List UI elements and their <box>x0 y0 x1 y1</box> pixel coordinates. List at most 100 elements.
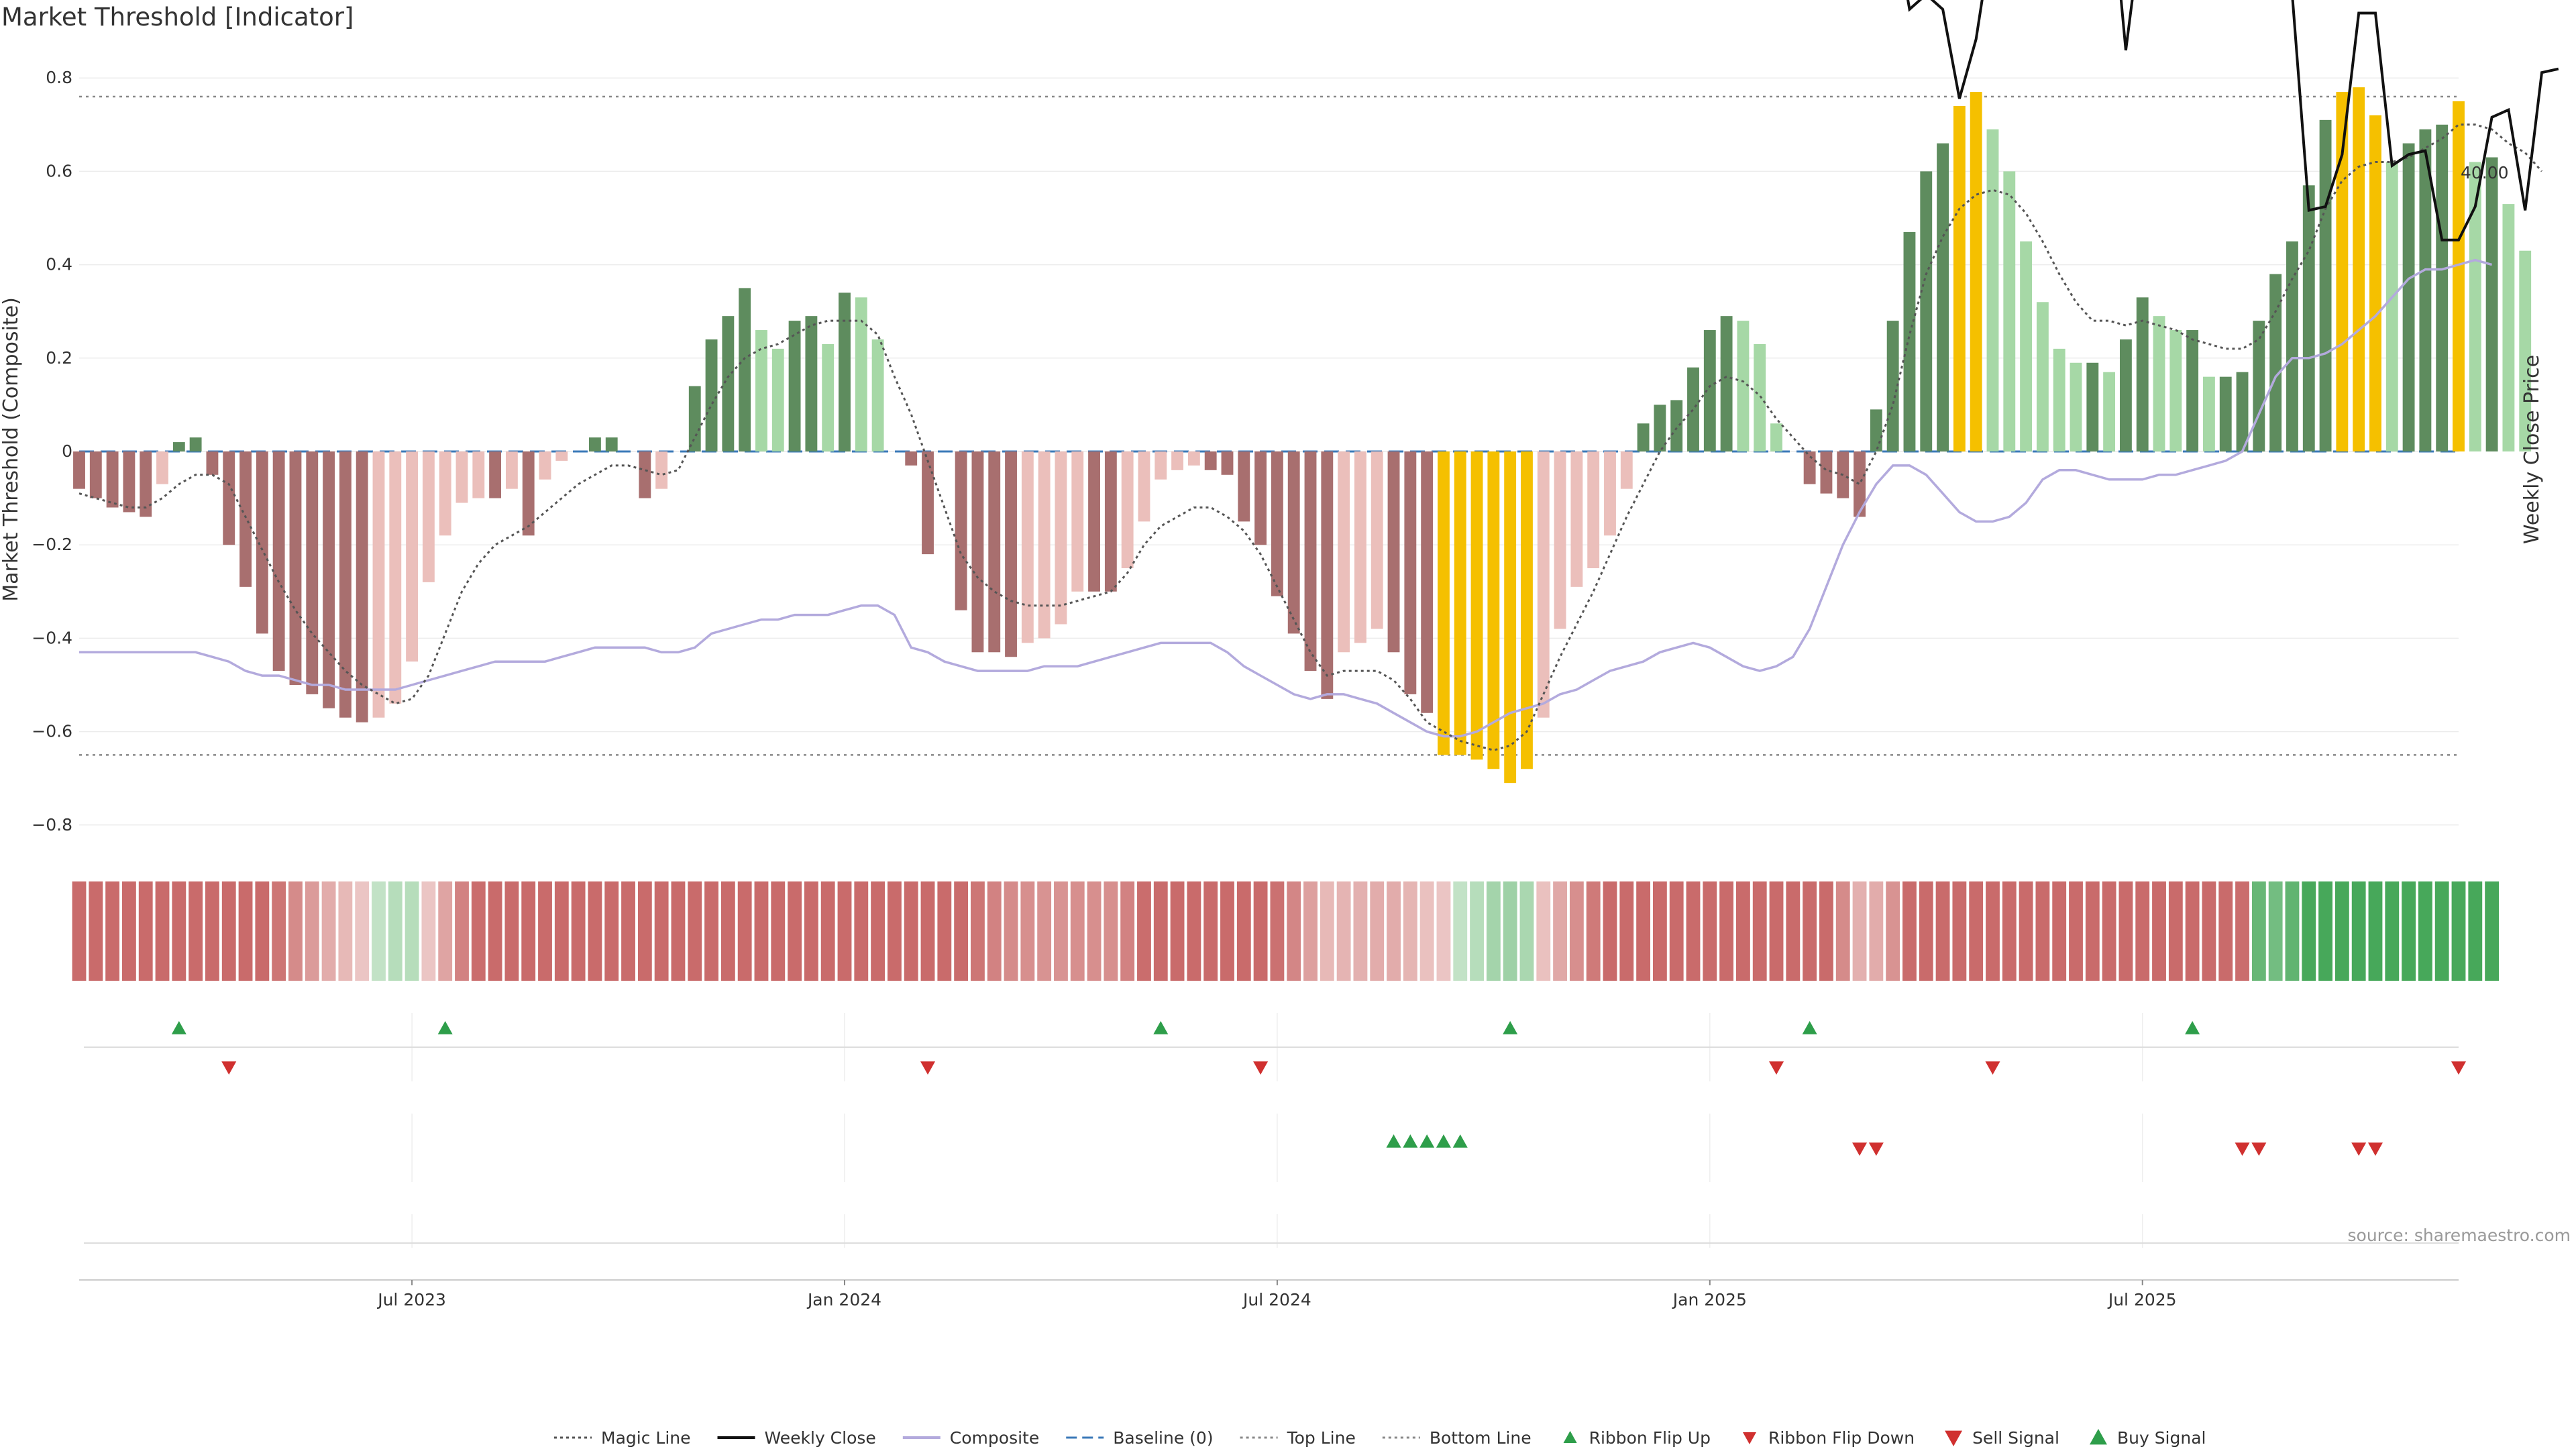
composite-bar <box>1021 451 1034 643</box>
ribbon-cell <box>1986 881 2000 981</box>
sell-signal-marker <box>2251 1142 2267 1156</box>
composite-bar <box>771 348 784 451</box>
sell-signal-marker <box>2367 1142 2383 1156</box>
ribbon-cell <box>455 881 469 981</box>
x-axis: Jul 2023 Jan 2024 Jul 2024 Jan 2025 Jul 2025 <box>79 1279 2459 1309</box>
composite-bar <box>1321 451 1334 699</box>
ribbon-cell <box>89 881 103 981</box>
ribbon-cell <box>1270 881 1285 981</box>
ribbon-cell <box>1619 881 1634 981</box>
composite-bar <box>356 451 368 722</box>
ribbon-cell <box>2385 881 2400 981</box>
ribbon-cell <box>1470 881 1484 981</box>
ribbon-flip-up-marker <box>171 1021 186 1034</box>
composite-bar <box>1287 451 1300 634</box>
composite-bar <box>1537 451 1550 718</box>
ribbon-cell <box>904 881 918 981</box>
ribbon-cell <box>2368 881 2383 981</box>
composite-bar <box>2336 92 2349 451</box>
composite-bar <box>1104 451 1117 592</box>
sell-signal-marker <box>1852 1142 1868 1156</box>
ribbon-cell <box>1054 881 1068 981</box>
ribbon-cell <box>771 881 786 981</box>
ribbon-cell <box>1603 881 1617 981</box>
ribbon-cell <box>2052 881 2067 981</box>
composite-bar <box>1071 451 1084 592</box>
composite-bar <box>439 451 451 536</box>
ribbon-cell <box>1652 881 1667 981</box>
ribbon-cell <box>1803 881 1817 981</box>
ribbon-cell <box>2485 881 2500 981</box>
left-axis-ticks: 0.8 0.6 0.4 0.2 0 −0.2 −0.4 −0.6 −0.8 <box>32 68 72 835</box>
ribbon-flip-up-marker <box>2185 1021 2200 1034</box>
ribbon-cell <box>2035 881 2050 981</box>
composite-bar <box>589 437 601 451</box>
composite-bar <box>123 451 136 513</box>
ribbon-cell <box>737 881 752 981</box>
ribbon-cell <box>1835 881 1850 981</box>
left-tick-label: 0.8 <box>46 68 72 87</box>
ribbon-cell <box>2002 881 2017 981</box>
composite-bar <box>1903 231 1916 451</box>
composite-bar <box>2253 321 2265 451</box>
composite-bar <box>422 451 435 582</box>
ribbon-cell <box>121 881 136 981</box>
ribbon-flip-down-marker <box>1985 1061 2000 1075</box>
right-tick-label: 40.00 <box>2461 163 2509 182</box>
ribbon-cell <box>1087 881 1102 981</box>
composite-bar <box>2003 171 2016 451</box>
ribbon-cell <box>2118 881 2133 981</box>
ribbon-cell <box>1786 881 1801 981</box>
ribbon-cell <box>720 881 735 981</box>
ribbon-cell <box>355 881 370 981</box>
legend-icon <box>2089 1429 2107 1445</box>
sell-signal-marker <box>2351 1142 2367 1156</box>
ribbon-flip-up-marker <box>1503 1021 1518 1034</box>
composite-bar <box>2219 376 2232 451</box>
composite-bar <box>988 451 1001 653</box>
ribbon-cell <box>1453 881 1468 981</box>
ribbon-cell <box>1236 881 1251 981</box>
ribbon-cell <box>2102 881 2116 981</box>
ribbon-cell <box>2418 881 2432 981</box>
ribbon-cell <box>521 881 536 981</box>
ribbon-flip-down-marker <box>2451 1061 2466 1075</box>
composite-bar <box>2319 119 2332 451</box>
ribbon-cell <box>138 881 153 981</box>
ribbon-cell <box>72 881 87 981</box>
x-tick-label: Jul 2023 <box>376 1290 446 1309</box>
composite-bar <box>189 437 202 451</box>
ribbon-cell <box>837 881 852 981</box>
ribbon-cell <box>2085 881 2100 981</box>
composite-bar <box>1138 451 1150 522</box>
composite-bar <box>1670 400 1683 451</box>
left-tick-label: −0.2 <box>32 535 72 554</box>
composite-bar <box>1986 129 1999 451</box>
composite-bar <box>389 451 402 704</box>
composite-bar <box>289 451 302 685</box>
ribbon-cell <box>1669 881 1684 981</box>
ribbon-cell <box>887 881 902 981</box>
ribbon-cell <box>221 881 236 981</box>
composite-bar <box>2153 316 2165 451</box>
left-axis-label: Market Threshold (Composite) <box>0 297 23 602</box>
composite-bar <box>1338 451 1350 653</box>
ribbon-cell <box>1120 881 1135 981</box>
ribbon-cell <box>1037 881 1052 981</box>
composite-bar <box>2353 87 2365 451</box>
composite-bar <box>755 330 767 451</box>
ribbon-cell <box>571 881 586 981</box>
composite-bar <box>2020 241 2033 451</box>
composite-bar <box>73 451 85 489</box>
ribbon-cell <box>688 881 702 981</box>
ribbon-cell <box>671 881 686 981</box>
composite-bar <box>372 451 385 718</box>
left-tick-label: 0.4 <box>46 255 72 274</box>
composite-bar <box>1038 451 1051 639</box>
ribbon-cell <box>1287 881 1301 981</box>
composite-bar <box>522 451 535 536</box>
sell-signal-marker <box>1868 1142 1884 1156</box>
composite-bar <box>722 316 735 451</box>
composite-bar <box>2436 124 2449 452</box>
